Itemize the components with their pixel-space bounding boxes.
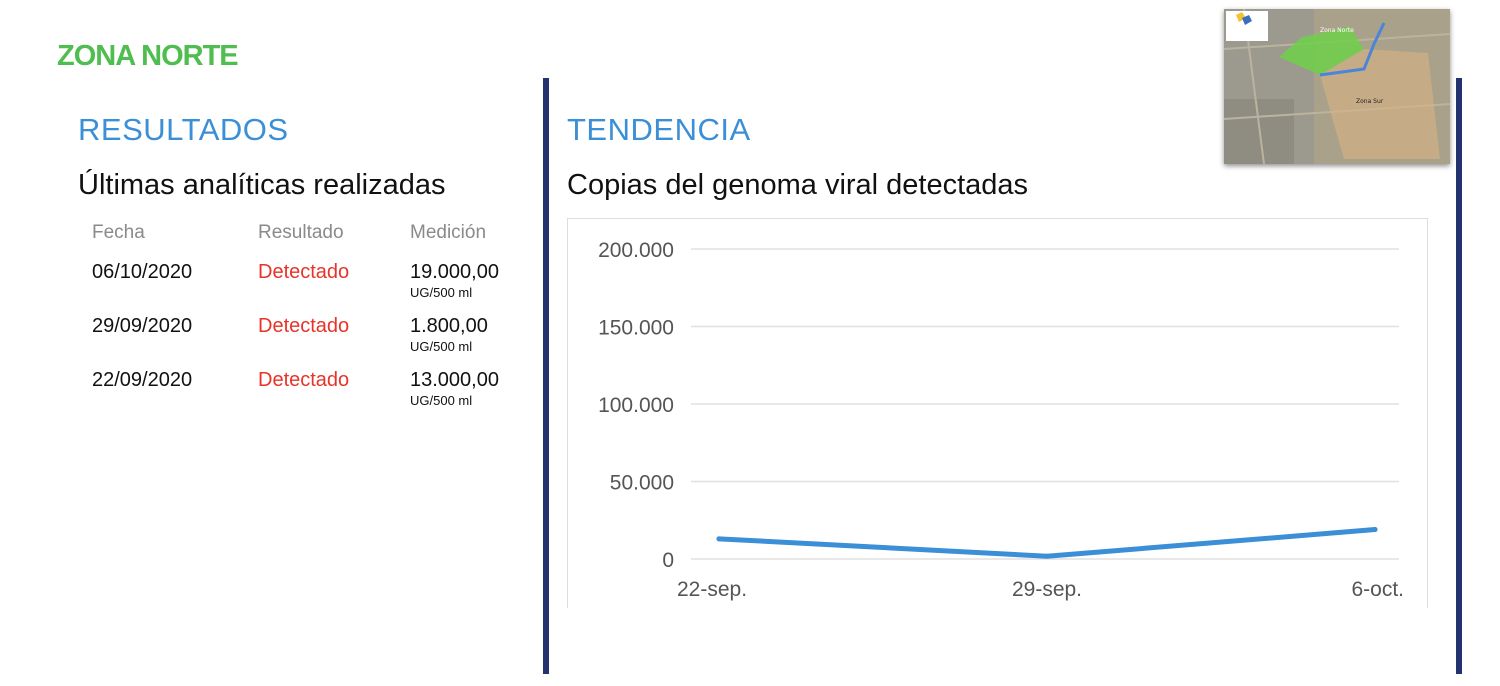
row-unit: UG/500 ml — [410, 339, 473, 354]
data-point — [1372, 527, 1378, 533]
series-line — [716, 527, 1378, 559]
row-value: 19.000,00 — [410, 261, 499, 283]
y-tick-label: 200.000 — [598, 239, 674, 262]
row-date: 06/10/2020 — [92, 261, 193, 283]
column-header-measurement: Medición — [410, 222, 487, 243]
x-tick-label: 22-sep. — [677, 578, 747, 601]
data-point — [1044, 553, 1050, 559]
results-title: RESULTADOS — [78, 112, 289, 147]
section-divider — [543, 78, 549, 674]
y-tick-label: 100.000 — [598, 394, 674, 417]
y-tick-label: 0 — [662, 549, 674, 572]
column-header-date: Fecha — [92, 222, 145, 243]
row-date: 29/09/2020 — [92, 315, 193, 337]
data-point — [716, 536, 722, 542]
row-value: 13.000,00 — [410, 369, 499, 391]
section-border-right — [1456, 78, 1462, 674]
chart-frame — [567, 218, 1428, 608]
zone-map-thumbnail: Zona Norte Zona Sur — [1224, 9, 1450, 164]
zone-map-image: Zona Norte Zona Sur — [1224, 9, 1450, 164]
map-label-south: Zona Sur — [1356, 98, 1384, 105]
row-date: 22/09/2020 — [92, 369, 193, 391]
row-result: Detectado — [258, 261, 350, 283]
row-result: Detectado — [258, 369, 350, 391]
trend-title: TENDENCIA — [567, 112, 751, 147]
row-result: Detectado — [258, 315, 350, 337]
x-tick-label: 29-sep. — [1012, 578, 1082, 601]
row-value: 1.800,00 — [410, 315, 488, 337]
row-unit: UG/500 ml — [410, 393, 473, 408]
results-subtitle: Últimas analíticas realizadas — [78, 169, 446, 201]
column-header-result: Resultado — [258, 222, 344, 243]
x-tick-label: 6-oct. — [1351, 578, 1404, 601]
row-unit: UG/500 ml — [410, 285, 473, 300]
line-chart: 0 50.000 100.000 150.000 200.000 22-sep. 29-se… — [598, 239, 1404, 601]
zone-title: ZONA NORTE — [57, 40, 239, 72]
y-tick-label: 50.000 — [610, 472, 674, 495]
map-label-north: Zona Norte — [1320, 27, 1354, 34]
y-tick-label: 150.000 — [598, 317, 674, 340]
chart-title: Copias del genoma viral detectadas — [567, 169, 1029, 201]
